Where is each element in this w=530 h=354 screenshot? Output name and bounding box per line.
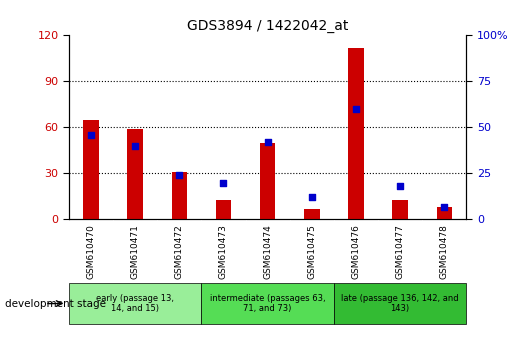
Bar: [83, 120, 99, 219]
Point: [440, 204, 448, 210]
Text: GSM610478: GSM610478: [440, 224, 449, 279]
Text: GSM610472: GSM610472: [175, 224, 184, 279]
Point: [175, 172, 183, 178]
Bar: [348, 48, 364, 219]
Bar: [127, 129, 143, 219]
Bar: [260, 143, 276, 219]
Bar: [334, 283, 466, 324]
Text: GSM610473: GSM610473: [219, 224, 228, 279]
Bar: [304, 209, 320, 219]
Text: GSM610477: GSM610477: [396, 224, 404, 279]
Point: [131, 143, 139, 149]
Text: GSM610475: GSM610475: [307, 224, 316, 279]
Point: [263, 139, 272, 145]
Bar: [172, 172, 187, 219]
Bar: [69, 283, 201, 324]
Text: GSM610471: GSM610471: [131, 224, 139, 279]
Title: GDS3894 / 1422042_at: GDS3894 / 1422042_at: [187, 19, 348, 33]
Point: [87, 132, 95, 138]
Point: [307, 195, 316, 200]
Point: [352, 106, 360, 112]
Bar: [392, 200, 408, 219]
Text: GSM610474: GSM610474: [263, 224, 272, 279]
Bar: [437, 207, 452, 219]
Text: development stage: development stage: [5, 298, 107, 309]
Text: late (passage 136, 142, and
143): late (passage 136, 142, and 143): [341, 294, 459, 313]
Text: intermediate (passages 63,
71, and 73): intermediate (passages 63, 71, and 73): [210, 294, 325, 313]
Point: [396, 183, 404, 189]
Text: GSM610476: GSM610476: [351, 224, 360, 279]
Text: early (passage 13,
14, and 15): early (passage 13, 14, and 15): [96, 294, 174, 313]
Point: [219, 180, 228, 185]
Bar: [201, 283, 334, 324]
Text: GSM610470: GSM610470: [86, 224, 95, 279]
Bar: [216, 200, 231, 219]
